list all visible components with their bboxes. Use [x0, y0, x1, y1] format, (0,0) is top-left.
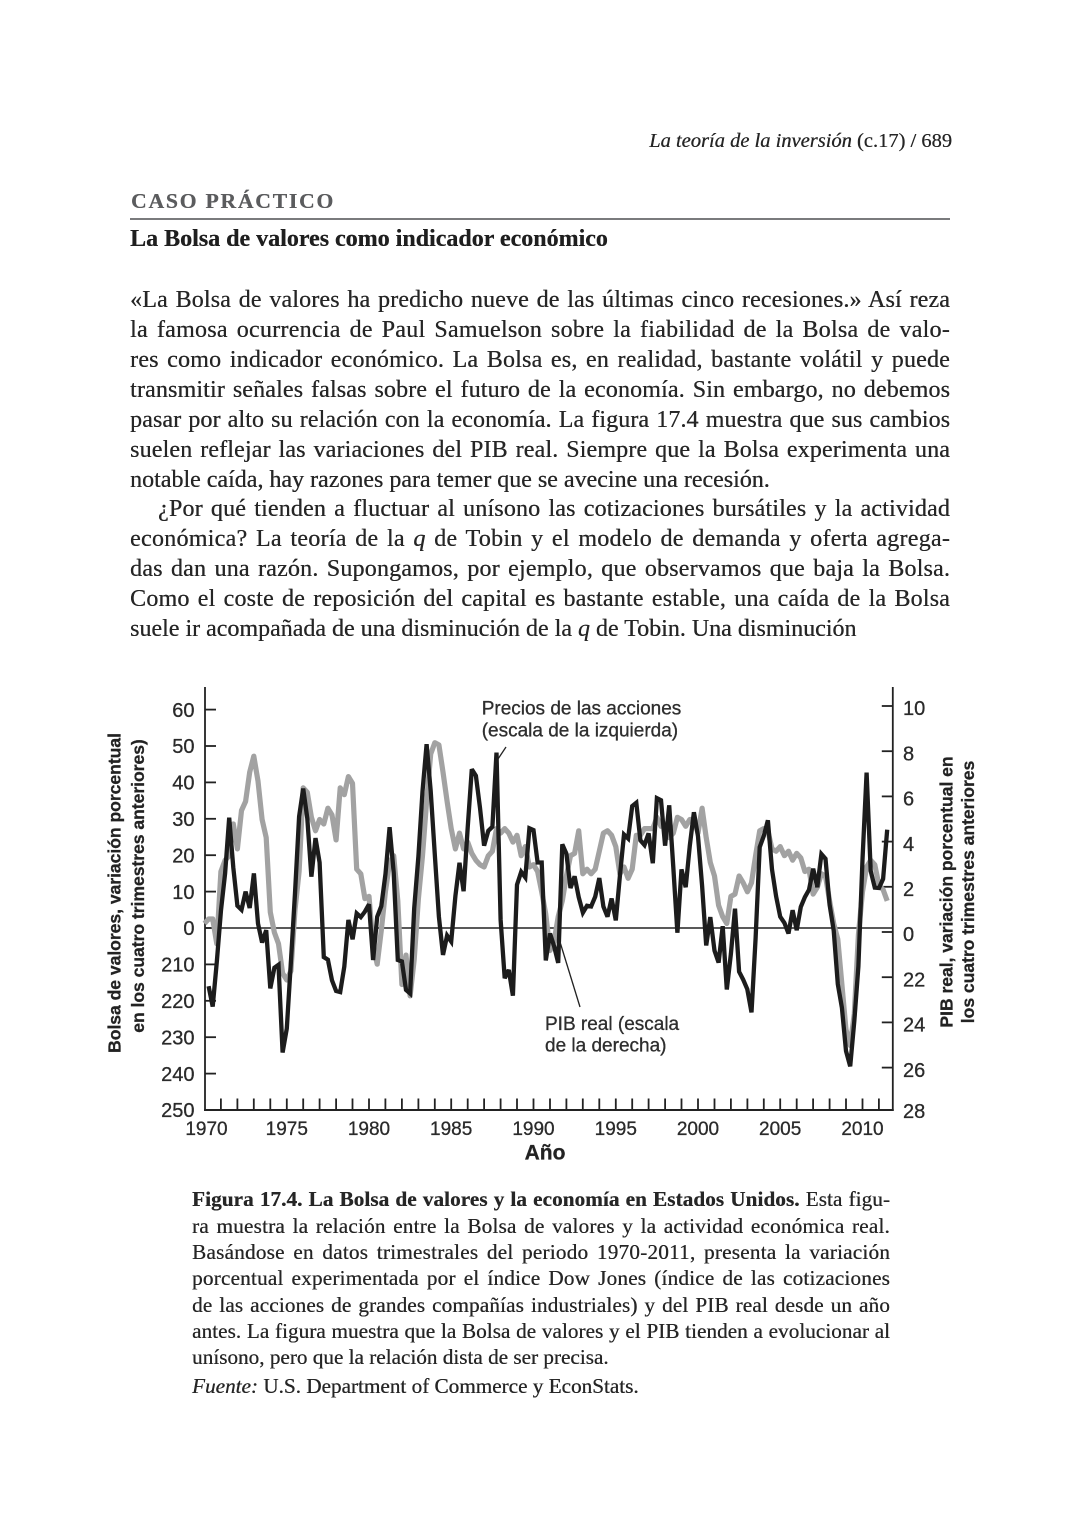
svg-text:210: 210 [161, 955, 194, 977]
svg-text:Precios de las acciones: Precios de las acciones [482, 699, 682, 720]
svg-text:1990: 1990 [512, 1119, 554, 1140]
svg-text:1995: 1995 [595, 1119, 637, 1140]
svg-text:6: 6 [903, 789, 914, 811]
svg-text:24: 24 [903, 1015, 925, 1037]
svg-text:en los cuatro trimestres anter: en los cuatro trimestres anteriores) [128, 739, 148, 1033]
svg-text:2005: 2005 [759, 1119, 801, 1140]
svg-text:26: 26 [903, 1060, 925, 1082]
svg-text:22: 22 [903, 969, 925, 991]
svg-text:4: 4 [903, 834, 914, 856]
svg-text:250: 250 [161, 1100, 194, 1122]
svg-text:50: 50 [172, 736, 194, 758]
svg-text:0: 0 [903, 924, 914, 946]
svg-text:28: 28 [903, 1101, 925, 1123]
svg-text:230: 230 [161, 1027, 194, 1049]
svg-text:8: 8 [903, 743, 914, 765]
svg-text:1970: 1970 [185, 1119, 227, 1140]
svg-text:20: 20 [172, 845, 194, 867]
svg-text:1980: 1980 [348, 1119, 390, 1140]
svg-text:240: 240 [161, 1064, 194, 1086]
svg-text:2010: 2010 [841, 1119, 883, 1140]
svg-text:220: 220 [161, 991, 194, 1013]
svg-text:Bolsa de valores, variación po: Bolsa de valores, variación porcentual [105, 733, 125, 1053]
svg-text:60: 60 [172, 700, 194, 722]
svg-text:30: 30 [172, 809, 194, 831]
svg-text:los cuatro trimestres anterior: los cuatro trimestres anteriores [958, 761, 978, 1024]
svg-text:40: 40 [172, 773, 194, 795]
svg-text:2000: 2000 [677, 1119, 719, 1140]
svg-text:PIB real, variación porcentual: PIB real, variación porcentual en [937, 756, 957, 1027]
svg-text:10: 10 [172, 882, 194, 904]
svg-text:1985: 1985 [430, 1119, 472, 1140]
svg-text:Año: Año [525, 1142, 566, 1165]
svg-text:de la derecha): de la derecha) [545, 1036, 666, 1057]
svg-text:PIB real (escala: PIB real (escala [545, 1014, 680, 1035]
svg-text:2: 2 [903, 879, 914, 901]
svg-text:0: 0 [183, 918, 194, 940]
svg-text:10: 10 [903, 698, 925, 720]
svg-text:(escala de la izquierda): (escala de la izquierda) [482, 721, 678, 742]
svg-text:1975: 1975 [266, 1119, 308, 1140]
